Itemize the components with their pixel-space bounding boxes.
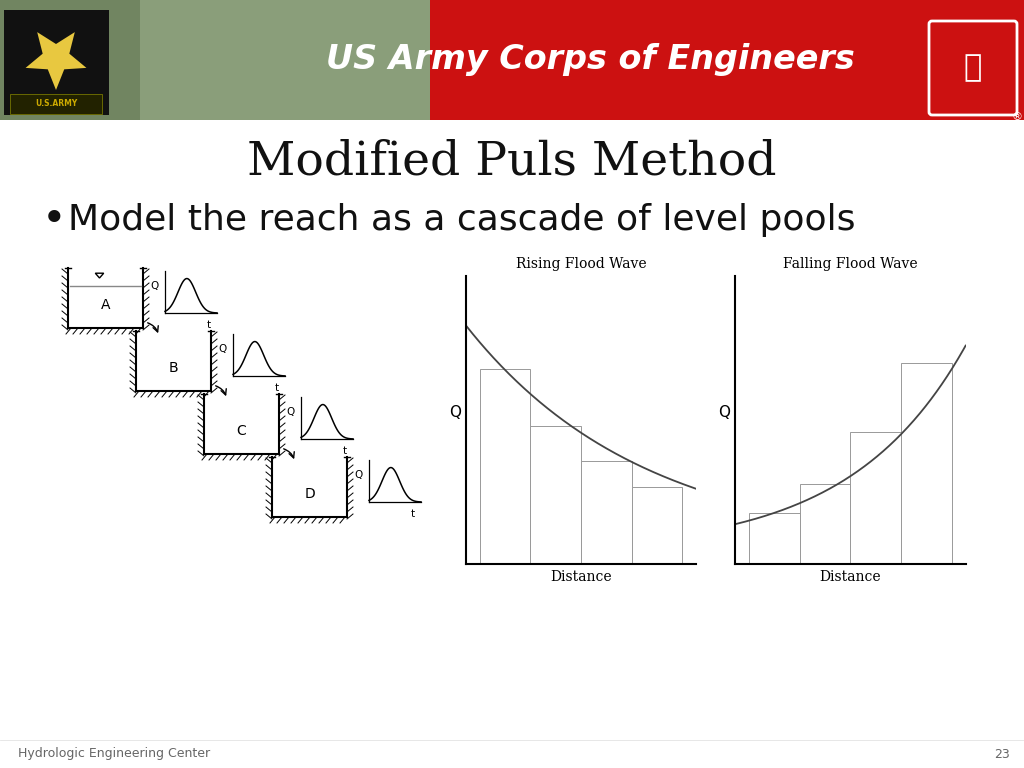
Text: A: A [100,298,111,313]
Bar [10,94,102,114]
Text: U.S.ARMY: U.S.ARMY [35,100,77,108]
Bar [749,513,800,564]
Bar [530,426,582,564]
Bar [479,369,530,564]
Text: t: t [412,509,416,519]
Bar [850,432,901,564]
Text: D: D [304,487,314,502]
Text: 🏰: 🏰 [964,54,982,82]
Bar [800,484,850,564]
Text: Q: Q [219,344,227,354]
Title: Rising Flood Wave: Rising Flood Wave [516,257,646,271]
Text: Modified Puls Method: Modified Puls Method [247,139,777,184]
Text: US Army Corps of Engineers: US Army Corps of Engineers [326,44,854,77]
Text: 23: 23 [994,747,1010,760]
Y-axis label: Q: Q [718,406,730,421]
Bar [0,0,430,120]
Polygon shape [26,32,86,90]
Text: ®: ® [1012,112,1023,122]
X-axis label: Distance: Distance [550,570,612,584]
Text: Hydrologic Engineering Center: Hydrologic Engineering Center [18,747,210,760]
Text: B: B [169,361,178,376]
Text: Model the reach as a cascade of level pools: Model the reach as a cascade of level po… [68,203,855,237]
Bar [4,10,109,115]
Title: Falling Flood Wave: Falling Flood Wave [783,257,918,271]
X-axis label: Distance: Distance [819,570,882,584]
Text: t: t [343,446,347,456]
Bar [901,363,951,564]
Text: t: t [275,383,280,393]
Y-axis label: Q: Q [449,406,461,421]
Text: t: t [207,320,211,330]
Text: C: C [237,424,247,439]
Text: Q: Q [287,407,295,417]
Bar [430,0,1024,120]
Bar [0,0,140,120]
Text: Q: Q [354,470,362,480]
Text: •: • [42,199,67,241]
Bar [582,461,632,564]
Bar [632,487,682,564]
Text: Q: Q [151,280,159,291]
